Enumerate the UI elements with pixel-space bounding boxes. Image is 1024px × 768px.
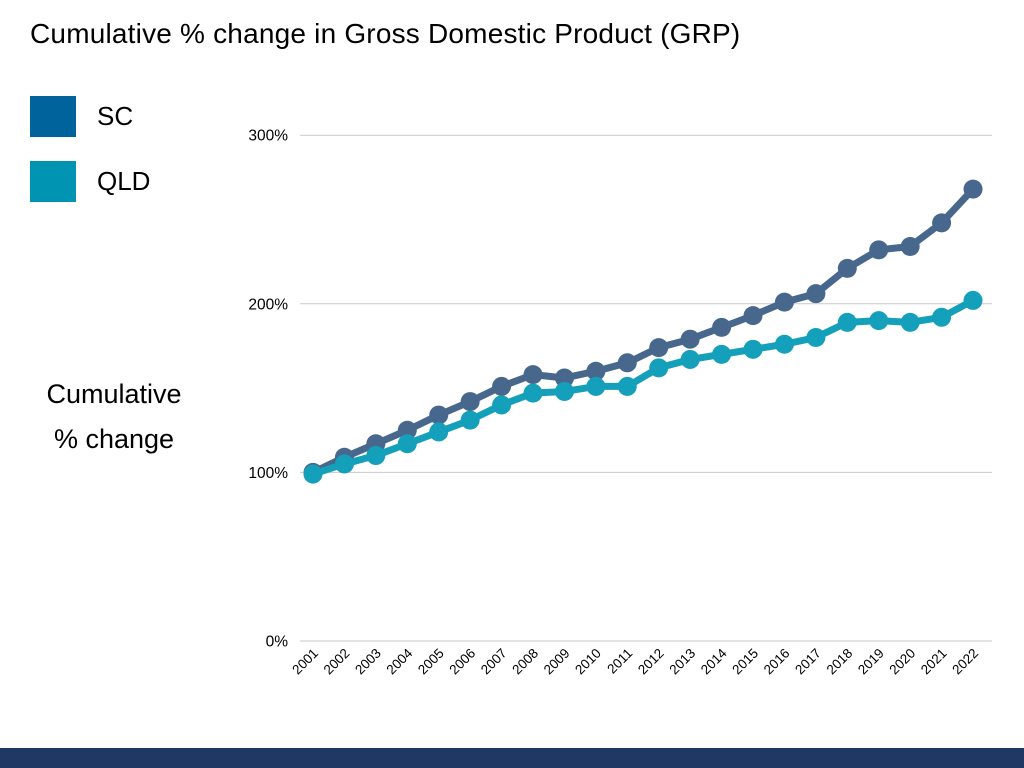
data-point-qld-2004 [397, 434, 417, 454]
data-point-qld-2006 [460, 410, 480, 430]
x-tick-label-2009: 2009 [541, 646, 573, 678]
data-point-sc-2021 [932, 213, 952, 233]
data-point-sc-2022 [963, 179, 983, 199]
legend-item-sc: SC [30, 96, 150, 137]
data-point-sc-2017 [806, 284, 826, 304]
data-point-qld-2016 [774, 334, 794, 354]
data-point-qld-2018 [837, 312, 857, 332]
data-point-qld-2008 [523, 383, 543, 403]
data-point-sc-2019 [869, 240, 889, 260]
data-point-qld-2022 [963, 290, 983, 310]
data-point-qld-2012 [649, 358, 669, 378]
x-tick-label-2011: 2011 [604, 646, 635, 677]
x-tick-label-2018: 2018 [824, 646, 856, 678]
x-tick-label-2013: 2013 [666, 646, 698, 678]
x-tick-label-2008: 2008 [509, 646, 541, 678]
x-tick-label-2016: 2016 [761, 646, 793, 678]
x-tick-label-2014: 2014 [698, 645, 730, 677]
legend: SC QLD [30, 96, 150, 226]
x-tick-label-2007: 2007 [478, 646, 510, 678]
data-point-sc-2007 [492, 376, 512, 396]
x-tick-label-2004: 2004 [384, 645, 416, 677]
y-axis-title-line1: Cumulative [46, 379, 182, 409]
data-point-qld-2011 [617, 376, 637, 396]
data-point-qld-2001 [303, 464, 323, 484]
data-point-qld-2020 [900, 312, 920, 332]
qld-swatch [30, 161, 76, 202]
x-tick-label-2015: 2015 [729, 646, 761, 678]
x-tick-label-2006: 2006 [446, 646, 478, 678]
data-point-qld-2003 [366, 446, 386, 466]
sc-label: SC [97, 101, 134, 131]
data-point-sc-2006 [460, 392, 480, 412]
data-point-sc-2011 [617, 353, 637, 373]
qld-label: QLD [97, 166, 151, 196]
data-point-qld-2017 [806, 328, 826, 348]
data-point-sc-2004 [397, 420, 417, 440]
x-tick-label-2002: 2002 [321, 646, 353, 678]
data-point-qld-2021 [932, 307, 952, 327]
x-tick-label-2005: 2005 [415, 646, 447, 678]
data-point-sc-2015 [743, 306, 763, 326]
x-tick-label-2012: 2012 [635, 646, 667, 678]
series-line-qld [309, 296, 977, 478]
data-point-qld-2002 [334, 454, 354, 474]
x-tick-label-2022: 2022 [949, 646, 981, 678]
data-point-sc-2013 [680, 329, 700, 349]
series-line-sc [309, 185, 977, 476]
y-tick-label-100%: 100% [248, 465, 288, 482]
data-point-sc-2020 [900, 236, 920, 256]
data-point-sc-2005 [429, 405, 449, 425]
data-point-qld-2009 [554, 381, 574, 401]
sc-swatch [30, 96, 76, 137]
x-tick-label-2020: 2020 [886, 646, 918, 678]
data-point-sc-2009 [554, 368, 574, 388]
y-tick-label-300%: 300% [248, 128, 288, 145]
y-tick-label-0%: 0% [266, 634, 289, 651]
x-tick-label-2019: 2019 [855, 646, 887, 678]
x-tick-label-2001: 2001 [289, 646, 321, 678]
data-point-qld-2010 [586, 376, 606, 396]
data-point-qld-2005 [429, 422, 449, 442]
data-point-sc-2014 [712, 317, 732, 337]
y-axis-title-line2: % change [53, 424, 175, 454]
y-tick-label-200%: 200% [248, 296, 288, 313]
x-tick-label-2021: 2021 [918, 646, 950, 678]
data-point-qld-2015 [743, 339, 763, 359]
footer-bar [0, 748, 1024, 768]
x-tick-label-2003: 2003 [352, 646, 384, 678]
data-point-qld-2007 [492, 395, 512, 415]
legend-item-qld: QLD [30, 161, 150, 202]
data-point-sc-2018 [837, 258, 857, 278]
x-tick-label-2010: 2010 [572, 646, 604, 678]
data-point-sc-2012 [649, 338, 669, 358]
data-point-sc-2010 [586, 361, 606, 381]
data-point-qld-2019 [869, 311, 889, 331]
y-axis-title: Cumulative % change [14, 372, 214, 462]
chart-title: Cumulative % change in Gross Domestic Pr… [30, 18, 741, 49]
data-point-sc-2008 [523, 365, 543, 385]
x-tick-label-2017: 2017 [792, 646, 824, 678]
data-point-sc-2016 [774, 292, 794, 312]
data-point-qld-2013 [680, 349, 700, 369]
data-point-qld-2014 [712, 344, 732, 364]
